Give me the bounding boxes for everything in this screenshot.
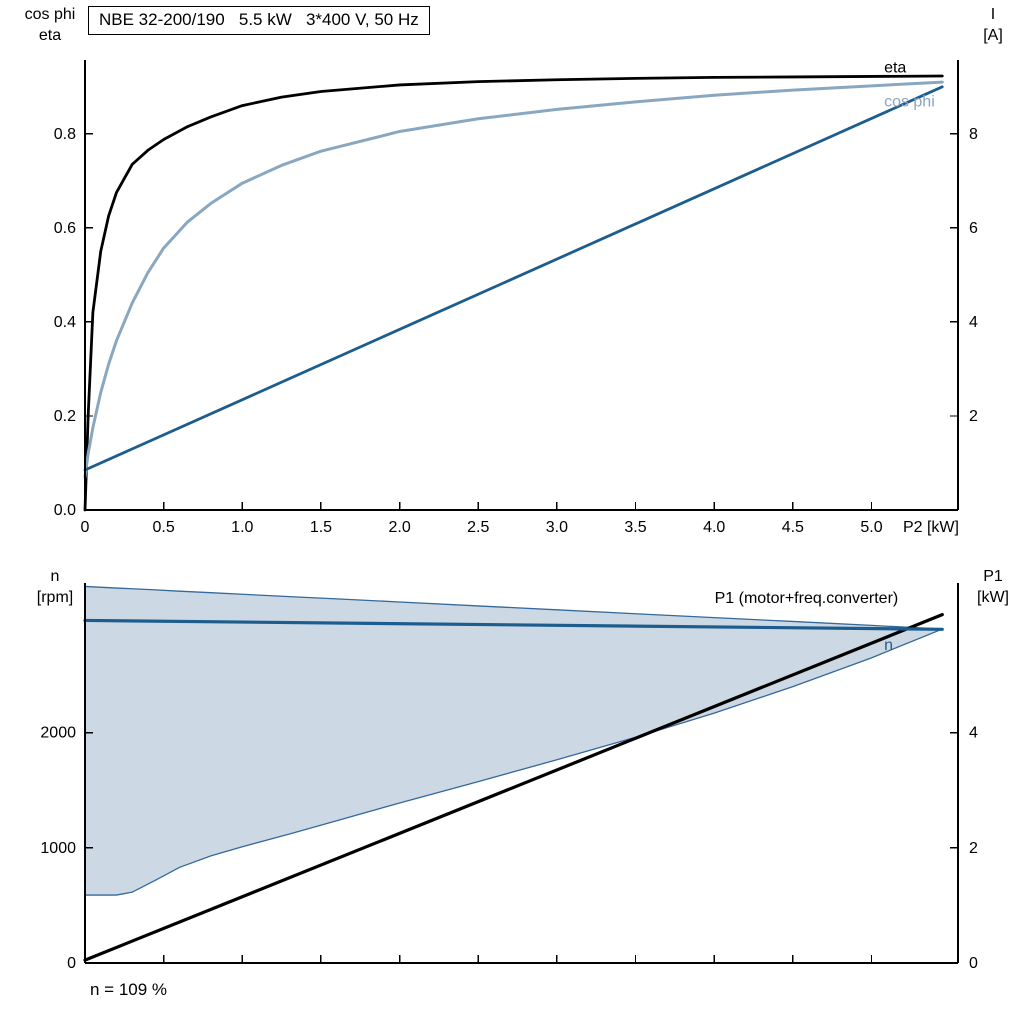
axis-label-speed: n <box>50 568 60 585</box>
band-upper-edge <box>84 585 943 630</box>
y-right-tick-label: 2 <box>969 840 978 857</box>
y-left-tick-label: 0 <box>67 955 76 972</box>
axis-label-p1: P1 <box>983 568 1003 585</box>
y-right-tick-label: 4 <box>969 725 978 742</box>
axis-label-current-unit: [A] <box>983 27 1003 44</box>
x-tick-label: 1.5 <box>310 519 332 536</box>
bottom-left-axis-title: n [rpm] <box>20 566 90 608</box>
y-left-tick-label: 2000 <box>40 725 76 742</box>
speed-percentage-annotation: n = 109 % <box>90 980 168 999</box>
x-tick-label: 2.0 <box>388 519 410 536</box>
y-left-tick-label: 0.6 <box>54 220 76 237</box>
speed-range-band <box>85 586 943 896</box>
y-left-tick-label: 0.8 <box>54 126 76 143</box>
y-right-tick-label: 8 <box>969 126 978 143</box>
y-left-tick-label: 0.4 <box>54 314 76 331</box>
y-right-tick-label: 6 <box>969 220 978 237</box>
bottom-right-axis-title: P1 [kW] <box>964 566 1022 608</box>
curve-label-cos-phi: cos phi <box>884 94 935 111</box>
x-tick-label: 3.0 <box>546 519 568 536</box>
axis-label-speed-unit: [rpm] <box>36 589 74 606</box>
pump-title-box: NBE 32-200/190 5.5 kW 3*400 V, 50 Hz <box>88 6 430 35</box>
curve-label-p1-motor-freq-converter-: P1 (motor+freq.converter) <box>715 590 899 607</box>
x-tick-label: 0.5 <box>153 519 175 536</box>
series-n <box>83 618 944 631</box>
axis-label-eta: eta <box>38 27 62 44</box>
y-left-tick-label: 0.0 <box>54 502 76 519</box>
x-tick-label: 0 <box>81 519 90 536</box>
series-eta <box>83 74 944 512</box>
axis-label-current: I <box>990 6 996 23</box>
x-axis-unit-label: P2 [kW] <box>903 519 959 536</box>
y-right-tick-label: 4 <box>969 314 978 331</box>
curve-label-n: n <box>884 637 893 654</box>
x-tick-label: 2.5 <box>467 519 489 536</box>
x-tick-label: 4.0 <box>703 519 725 536</box>
x-tick-label: 3.5 <box>624 519 646 536</box>
x-tick-label: 4.5 <box>782 519 804 536</box>
y-left-tick-label: 0.2 <box>54 408 76 425</box>
top-left-axis-title: cos phi eta <box>8 4 92 46</box>
top-right-axis-title: I [A] <box>966 4 1020 46</box>
y-right-tick-label: 2 <box>969 408 978 425</box>
x-tick-label: 1.0 <box>231 519 253 536</box>
series-p1-motor-freq-converter- <box>83 613 944 962</box>
x-tick-label: 5.0 <box>860 519 882 536</box>
y-left-tick-label: 1000 <box>40 840 76 857</box>
series-cos-phi <box>83 80 944 479</box>
y-right-tick-label: 0 <box>969 955 978 972</box>
band-lower-edge <box>85 628 943 896</box>
axis-label-cos-phi: cos phi <box>24 6 76 23</box>
series-i <box>83 85 944 472</box>
curve-label-eta: eta <box>884 60 906 77</box>
axis-label-p1-unit: [kW] <box>977 589 1009 606</box>
